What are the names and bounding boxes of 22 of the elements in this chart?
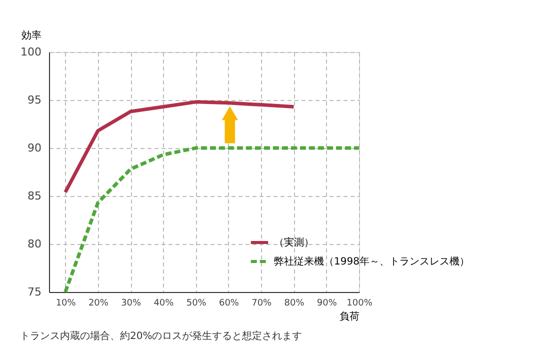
x-tick-label: 60%: [218, 298, 240, 308]
text: トランス内蔵の場合、約20%のロスが発生すると想定されます: [20, 330, 302, 342]
y-tick-label: 90: [28, 142, 42, 154]
x-axis-title: 負荷: [340, 310, 360, 322]
x-tick-label: 20%: [88, 298, 109, 308]
y-tick-label: 100: [20, 46, 42, 58]
legend-label: 弊社従来機（1998年～、トランスレス機）: [274, 256, 470, 268]
legend-label: （実測）: [274, 236, 314, 248]
x-tick-label: 40%: [154, 298, 174, 308]
y-tick-label: 85: [28, 190, 42, 202]
x-tick-label: 70%: [252, 298, 272, 308]
y-tick-label: 95: [28, 94, 42, 106]
x-tick-label: 100%: [346, 298, 373, 308]
x-tick-label: 50%: [186, 298, 207, 308]
x-tick-label: 10%: [56, 298, 76, 308]
x-tick-label: 30%: [121, 298, 142, 308]
x-tick-label: 80%: [284, 298, 305, 308]
y-axis-title: 効率: [22, 30, 42, 42]
line-series: [64, 100, 296, 194]
y-tick-label: 75: [28, 286, 42, 298]
y-tick-label: 80: [28, 238, 42, 250]
x-tick-label: 90%: [316, 298, 338, 308]
